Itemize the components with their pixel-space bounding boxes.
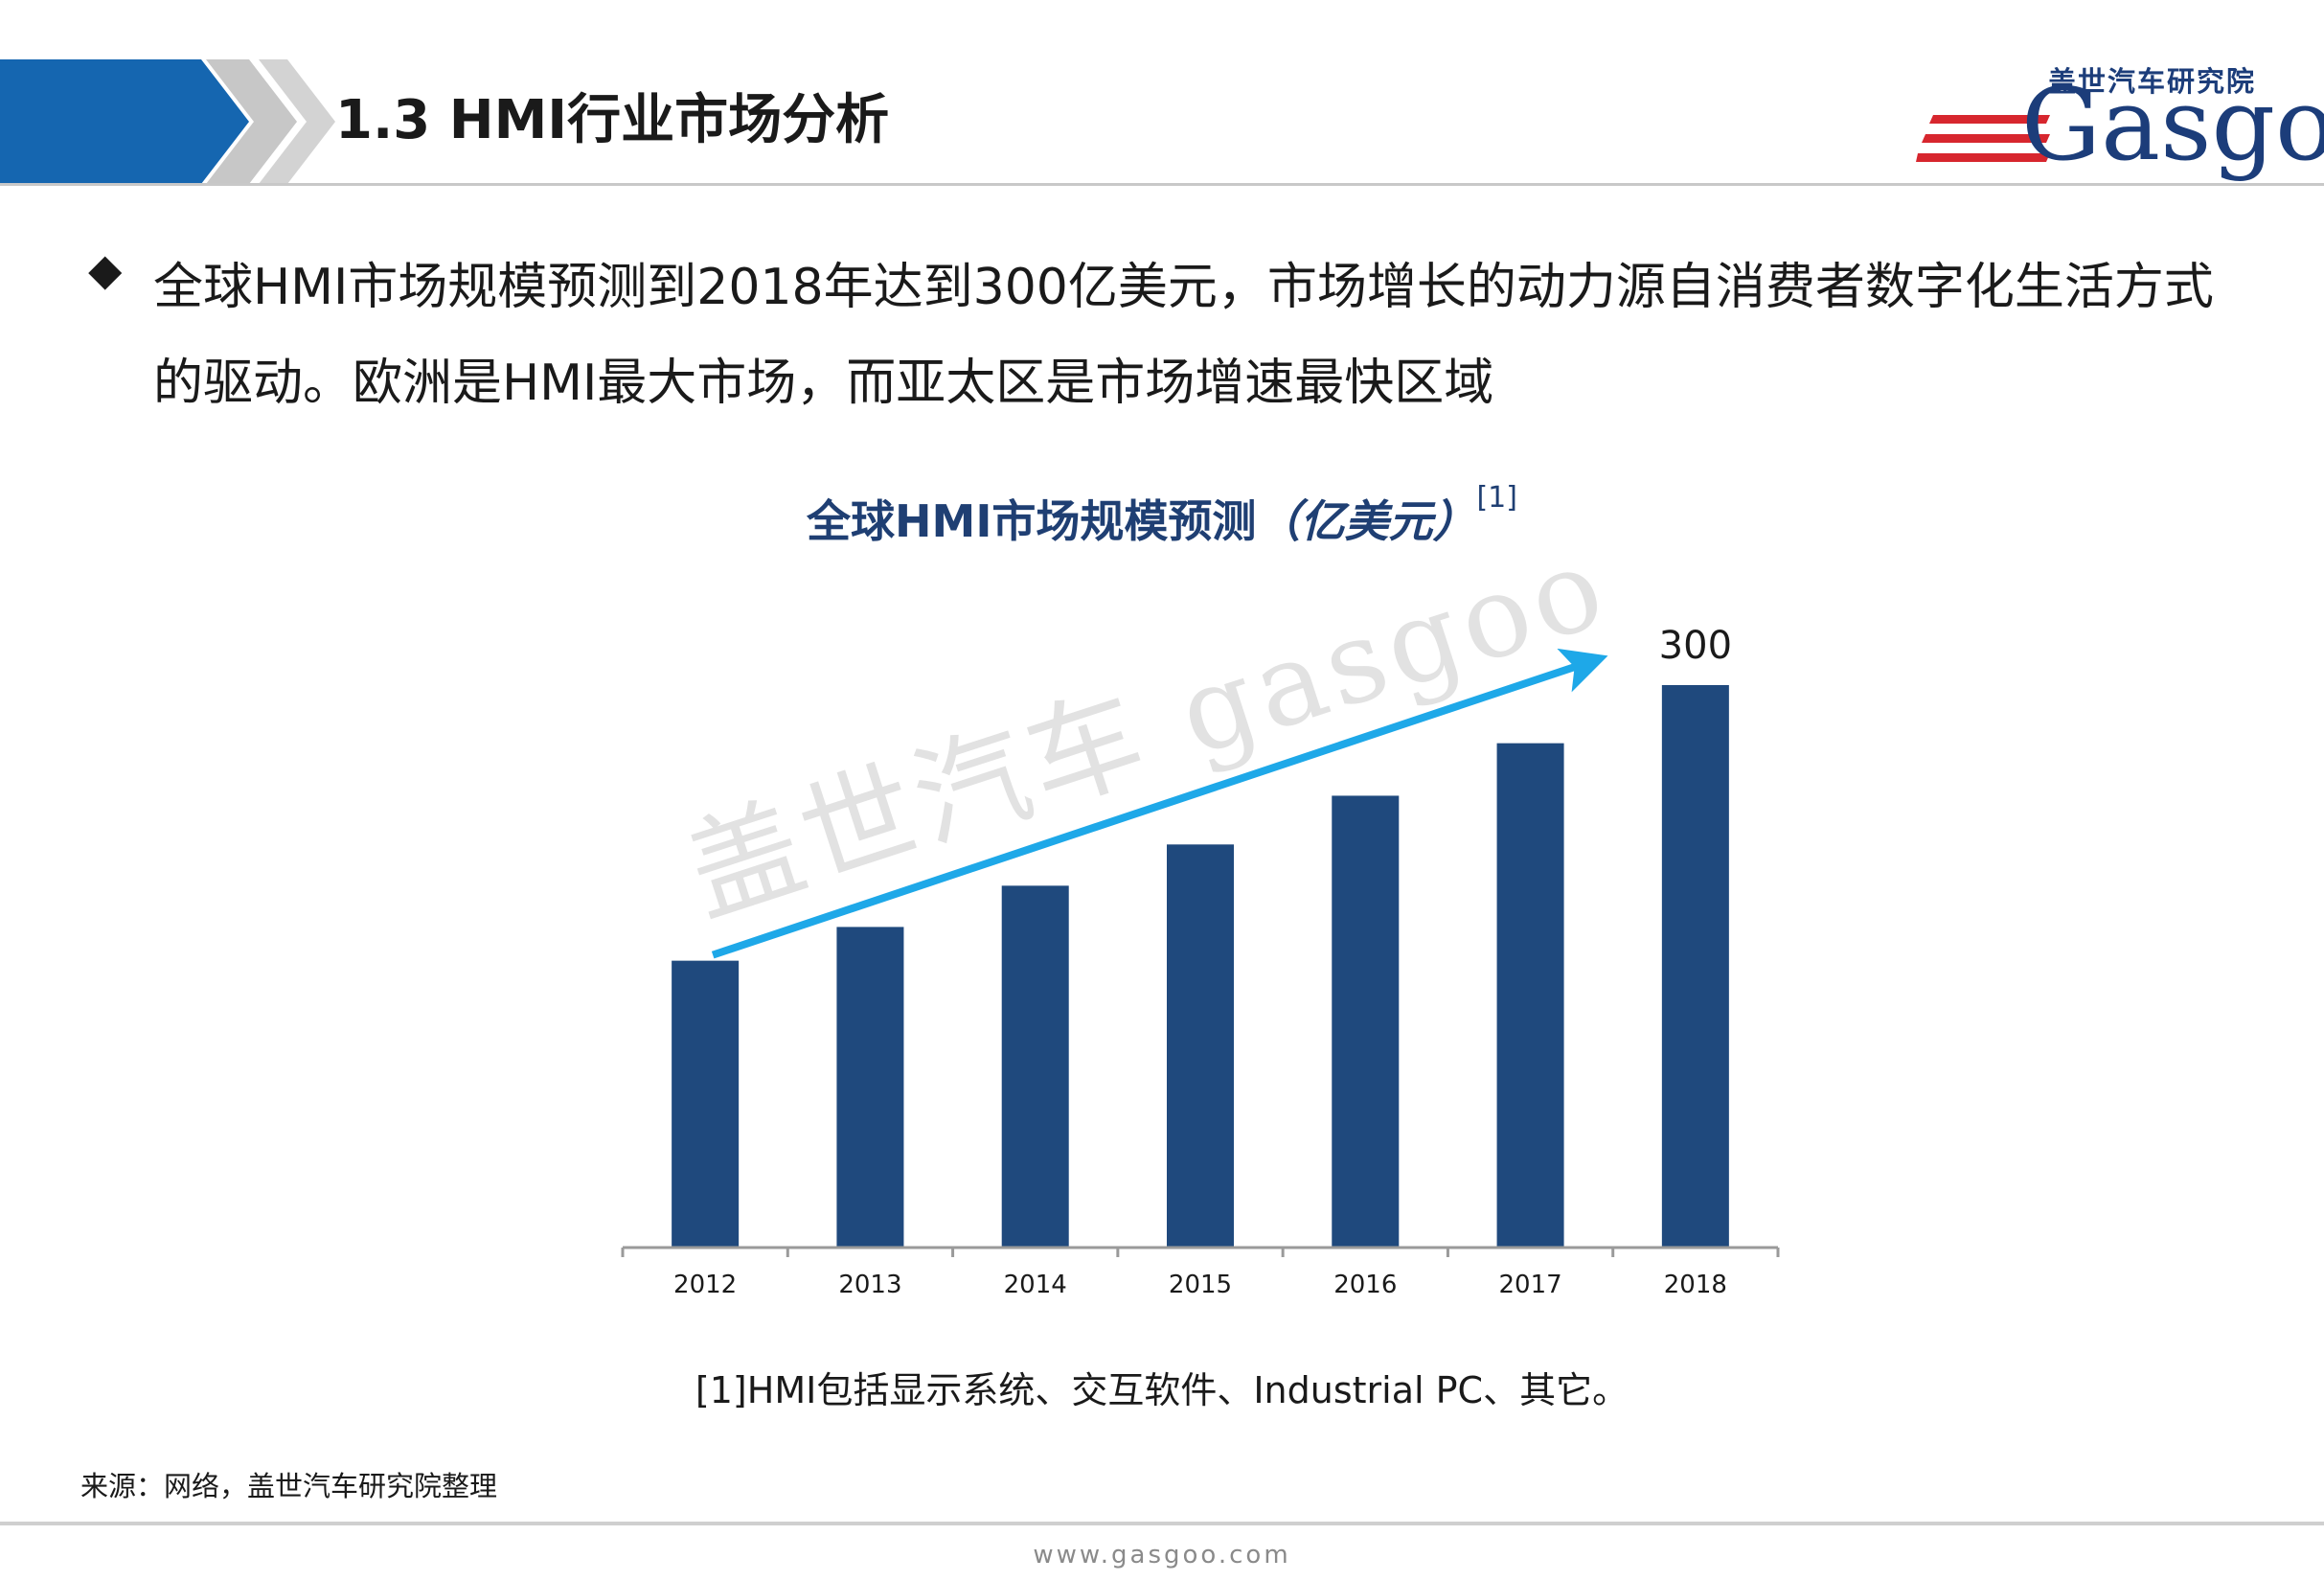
gasgoo-logo: 盖世汽车研究院 Gasgoo: [1916, 56, 2324, 178]
bar-2016: [1332, 795, 1400, 1248]
x-tick-label: 2014: [1004, 1271, 1067, 1299]
logo-english-text: Gasgoo: [2021, 66, 2324, 183]
footer-divider: [0, 1522, 2324, 1525]
header-chevron-1: [206, 59, 297, 184]
bars-group: [672, 685, 1729, 1248]
footer-url: www.gasgoo.com: [1033, 1541, 1291, 1570]
diamond-bullet-icon: ◆: [88, 243, 123, 295]
trend-arrow: [711, 648, 1608, 959]
data-label: 300: [1659, 624, 1732, 668]
chart-title: 全球HMI市场规模预测（亿美元）[1]: [0, 481, 2324, 550]
bar-2018: [1661, 685, 1729, 1248]
bar-2014: [1001, 885, 1069, 1248]
logo-stripes-icon: [1916, 115, 2050, 162]
x-tick-label: 2015: [1169, 1271, 1232, 1299]
x-axis-labels: 2012 2013 2014 2015 2016 2017 2018: [673, 1271, 1727, 1299]
chart-title-reference: [1]: [1476, 481, 1517, 515]
bar-2017: [1496, 743, 1564, 1248]
x-tick-label: 2017: [1498, 1271, 1561, 1299]
source-note: 来源：网络，盖世汽车研究院整理: [80, 1470, 498, 1502]
x-tick-label: 2018: [1664, 1271, 1727, 1299]
bar-2013: [836, 927, 904, 1248]
header-blue-block: [0, 59, 249, 184]
x-tick-label: 2016: [1333, 1271, 1397, 1299]
header-divider: [0, 183, 2324, 186]
bar-2015: [1167, 844, 1234, 1248]
chart-title-unit: （亿美元）: [1256, 495, 1477, 547]
x-tick-label: 2013: [838, 1271, 901, 1299]
data-labels: 300: [1659, 624, 1732, 668]
x-axis-ticks: [621, 1248, 1780, 1257]
summary-text: 全球HMI市场规模预测到2018年达到300亿美元，市场增长的动力源自消费者数字…: [153, 259, 2214, 412]
watermark-text: 盖世汽车 gasgoo: [672, 518, 1623, 940]
x-tick-label: 2012: [673, 1271, 737, 1299]
chart-footnote: [1]HMI包括显示系统、交互软件、Industrial PC、其它。: [695, 1369, 1629, 1411]
chart-title-main: 全球HMI市场规模预测: [807, 495, 1257, 547]
header-band: [0, 59, 335, 184]
logo-chinese-text: 盖世汽车研究院: [2048, 65, 2257, 98]
slide-title: 1.3 HMI行业市场分析: [335, 89, 890, 151]
bar-2012: [672, 960, 740, 1248]
header-chevron-2: [259, 59, 335, 184]
